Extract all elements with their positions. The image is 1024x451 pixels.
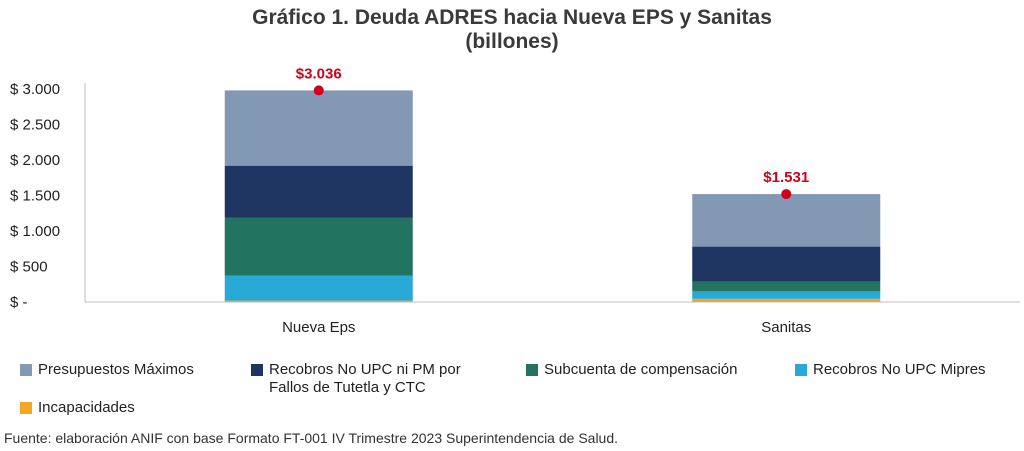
- legend-label: Subcuenta de compensación: [544, 361, 738, 378]
- total-label: $1.531: [763, 169, 809, 186]
- legend-label: Incapacidades: [38, 399, 135, 416]
- bar-segment-recobros-no-upc-mipres: [692, 291, 881, 299]
- bar-segment-subcuenta-de-compensaci-n: [224, 217, 413, 276]
- y-tick-label: $ 1.500: [10, 188, 60, 205]
- source-note: Fuente: elaboración ANIF con base Format…: [4, 430, 619, 446]
- y-tick-label: $ 1.000: [10, 223, 60, 240]
- x-tick-label: Nueva Eps: [282, 319, 355, 336]
- legend-swatch: [795, 364, 807, 376]
- bar-segment-recobros-no-upc-ni-pm-por-fallos-de-tutetla-y-ctc: [224, 165, 413, 218]
- y-tick-label: $ 2.000: [10, 152, 60, 169]
- chart-subtitle: (billones): [465, 30, 559, 53]
- total-marker: [313, 85, 324, 96]
- bar-segment-subcuenta-de-compensaci-n: [692, 281, 881, 292]
- x-tick-label: Sanitas: [761, 319, 811, 336]
- legend-label: Recobros No UPC ni PM por: [269, 361, 461, 378]
- legend-label: Presupuestos Máximos: [38, 361, 194, 378]
- legend-swatch: [20, 364, 32, 376]
- y-tick-label: $ 3.000: [10, 81, 60, 98]
- bar-segment-incapacidades: [692, 298, 881, 302]
- bar-segment-incapacidades: [224, 300, 413, 302]
- y-tick-label: $ 2.500: [10, 117, 60, 134]
- legend-swatch: [526, 364, 538, 376]
- bar-segment-recobros-no-upc-mipres: [224, 275, 413, 301]
- bar-segment-presupuestos-m-ximos: [692, 194, 881, 247]
- total-label: $3.036: [296, 65, 342, 82]
- stacked-bar-chart: $ - $ 500 $ 1.000 $ 1.500 $ 2.000 $ 2.500 $ 3.…: [10, 65, 1020, 336]
- bar-segment-presupuestos-m-ximos: [224, 90, 413, 166]
- y-tick-label: $ 500: [10, 259, 48, 276]
- legend-label-line2: Fallos de Tutetla y CTC: [269, 379, 426, 396]
- legend-swatch: [251, 364, 263, 376]
- bar-segment-recobros-no-upc-ni-pm-por-fallos-de-tutetla-y-ctc: [692, 246, 881, 282]
- legend-swatch: [20, 402, 32, 414]
- total-marker: [781, 189, 792, 200]
- legend-label: Recobros No UPC Mipres: [813, 361, 986, 378]
- y-tick-label: $ -: [10, 294, 28, 311]
- chart-title: Gráfico 1. Deuda ADRES hacia Nueva EPS y…: [252, 6, 772, 29]
